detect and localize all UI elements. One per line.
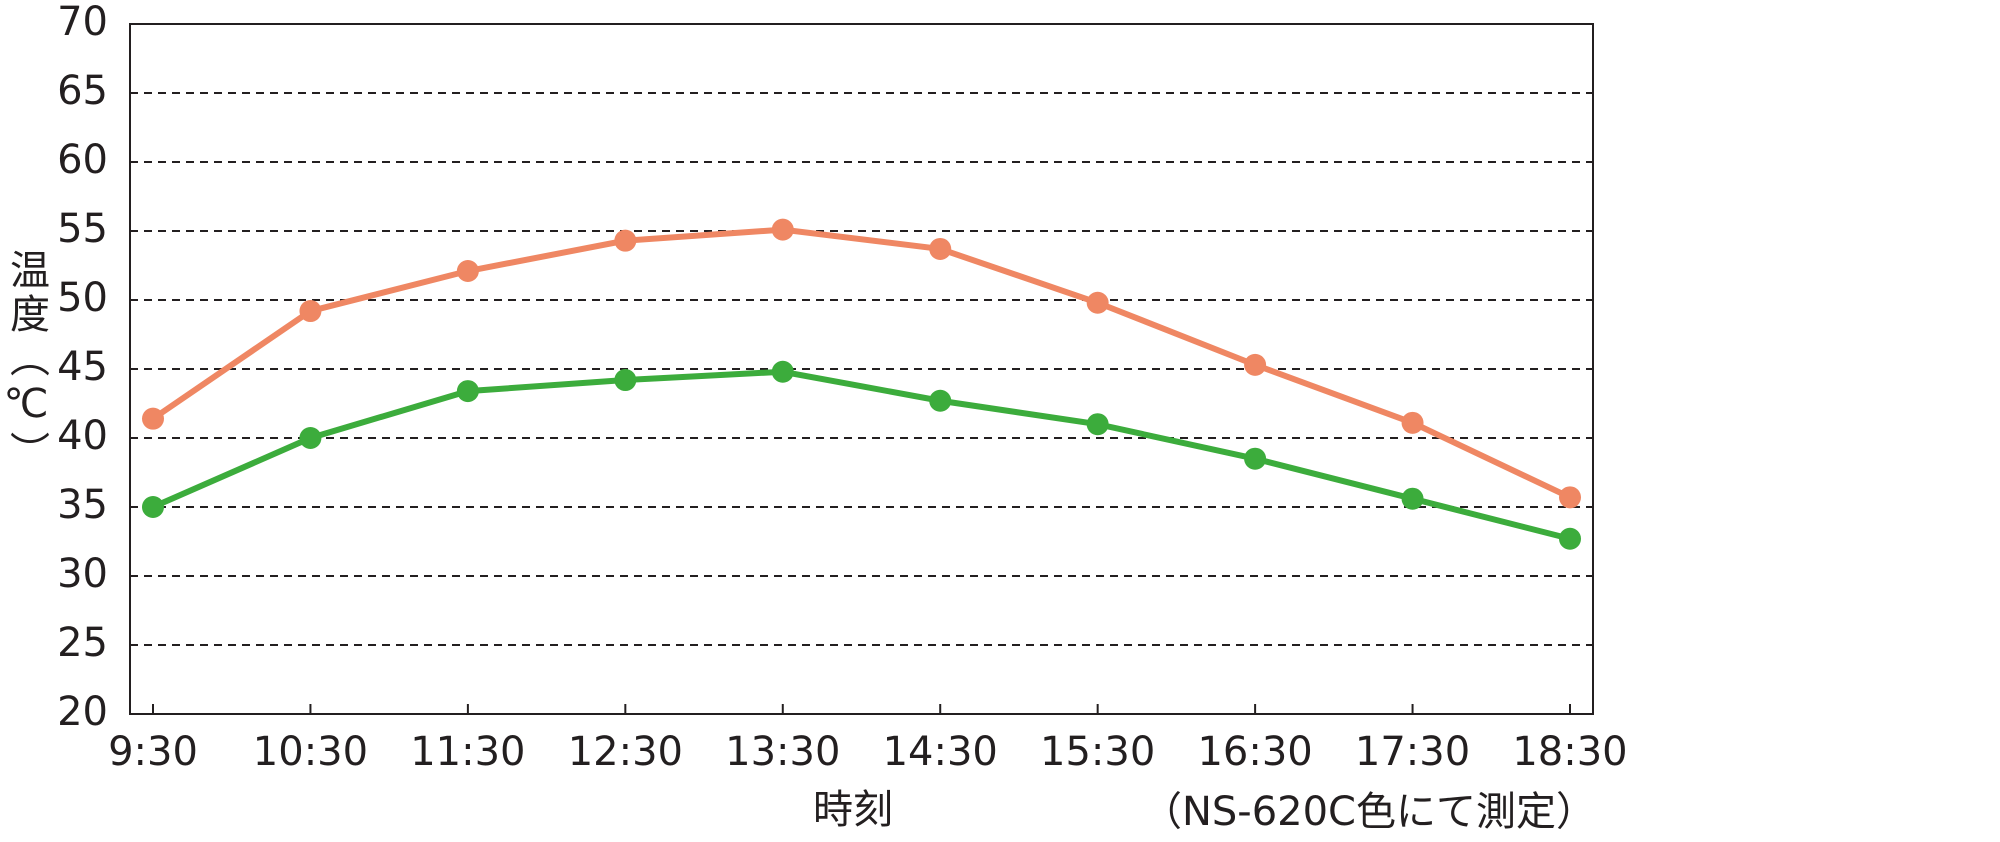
x-tick-label: 12:30 xyxy=(568,729,683,775)
x-tick-label: 18:30 xyxy=(1512,729,1627,775)
y-axis-label: 温度（℃） xyxy=(3,249,50,475)
x-tick-label: 10:30 xyxy=(253,729,368,775)
y-tick-label: 65 xyxy=(57,68,108,114)
data-point xyxy=(1086,413,1109,436)
y-tick-label: 35 xyxy=(57,482,108,528)
y-tick-label: 60 xyxy=(57,137,108,183)
series-line xyxy=(151,226,1572,501)
data-point xyxy=(1244,353,1267,376)
x-tick-label: 11:30 xyxy=(410,729,525,775)
data-point xyxy=(1401,411,1424,434)
annotation: （NS-620C色にて測定） xyxy=(1142,789,1596,835)
data-point xyxy=(614,369,637,392)
x-tick-label: 15:30 xyxy=(1040,729,1155,775)
data-point xyxy=(771,218,794,241)
data-point xyxy=(1244,447,1267,470)
data-point xyxy=(614,229,637,252)
data-point xyxy=(1401,487,1424,510)
data-point xyxy=(771,360,794,383)
y-tick-label: 70 xyxy=(57,0,108,45)
data-point xyxy=(1559,486,1581,509)
data-point xyxy=(1559,527,1581,550)
y-tick-label: 40 xyxy=(57,413,108,459)
data-point xyxy=(142,496,164,518)
y-tick-label: 55 xyxy=(57,206,108,252)
data-point xyxy=(1086,291,1109,314)
data-point xyxy=(299,427,322,449)
x-tick-label: 9:30 xyxy=(108,729,198,775)
data-point xyxy=(929,237,952,260)
data-point xyxy=(142,407,164,430)
x-tick-label: 14:30 xyxy=(883,729,998,775)
data-point xyxy=(929,389,952,412)
data-point xyxy=(456,380,479,403)
x-axis-label: 時刻 xyxy=(813,787,893,833)
y-tick-label: 25 xyxy=(57,620,108,666)
data-point xyxy=(299,300,322,323)
x-tick-label: 17:30 xyxy=(1355,729,1470,775)
x-tick-label: 16:30 xyxy=(1197,729,1312,775)
series-line xyxy=(151,368,1571,542)
plot-frame xyxy=(129,23,1594,715)
data-point xyxy=(456,260,479,283)
x-tick-label: 13:30 xyxy=(725,729,840,775)
y-tick-label: 50 xyxy=(57,275,108,321)
y-tick-label: 20 xyxy=(57,689,108,735)
y-tick-label: 45 xyxy=(57,344,108,390)
y-tick-label: 30 xyxy=(57,551,108,597)
